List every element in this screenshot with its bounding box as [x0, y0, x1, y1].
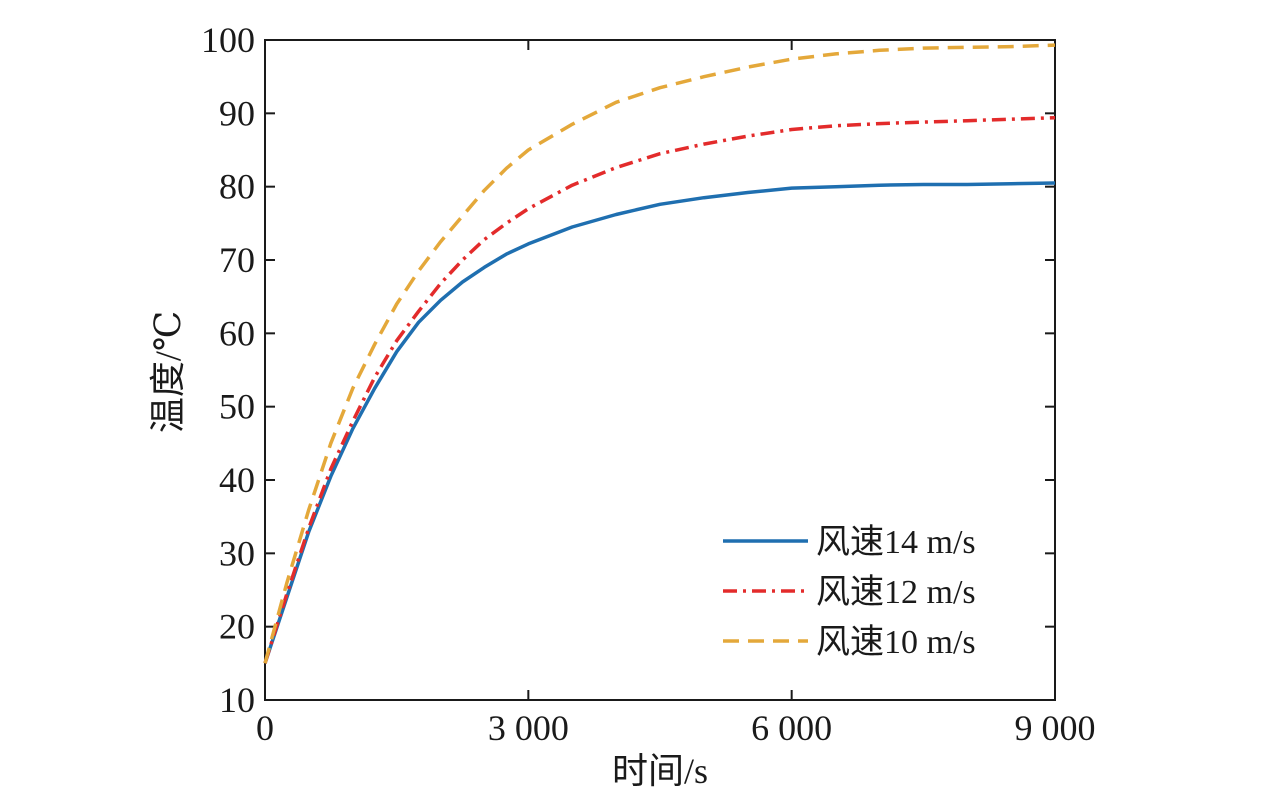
x-tick-label: 9 000	[1015, 708, 1096, 748]
y-tick-label: 30	[219, 533, 255, 573]
x-axis-title: 时间/s	[612, 751, 708, 791]
y-tick-label: 100	[201, 20, 255, 60]
legend-label-3: 风速10 m/s	[816, 624, 976, 661]
y-tick-label: 20	[219, 607, 255, 647]
y-tick-label: 70	[219, 240, 255, 280]
y-tick-label: 90	[219, 93, 255, 133]
x-tick-label: 3 000	[488, 708, 569, 748]
y-axis-title: 温度/℃	[148, 311, 188, 433]
y-tick-label: 10	[219, 680, 255, 720]
y-tick-label: 60	[219, 313, 255, 353]
plot-frame	[264, 39, 1056, 701]
y-tick-label: 80	[219, 167, 255, 207]
y-tick-label: 50	[219, 387, 255, 427]
legend-label-1: 风速14 m/s	[816, 524, 976, 561]
x-tick-label: 0	[256, 708, 274, 748]
legend: 风速14 m/s 风速12 m/s 风速10 m/s	[723, 524, 976, 661]
x-tick-label: 6 000	[751, 708, 832, 748]
y-tick-label: 40	[219, 460, 255, 500]
series-line-3	[263, 43, 1056, 664]
legend-label-2: 风速12 m/s	[816, 574, 976, 611]
series-line-1	[263, 181, 1056, 664]
series-line-2	[263, 115, 1056, 664]
